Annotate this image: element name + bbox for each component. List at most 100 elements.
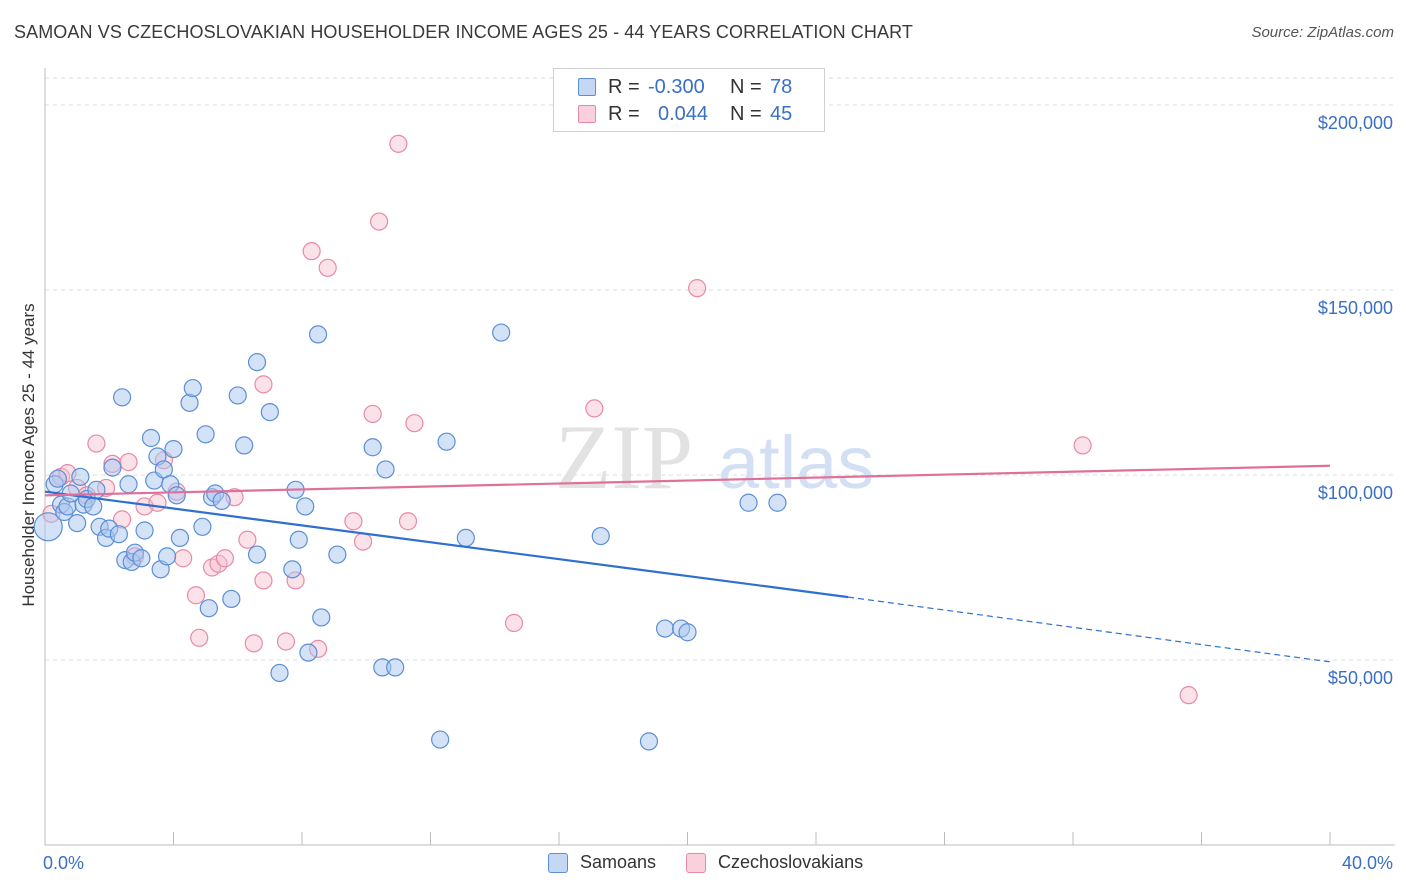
czechoslovakian-point [389,134,408,153]
samoan-point [135,521,154,540]
axes [44,68,1395,846]
czechoslovakian-point [1073,436,1092,455]
samoan-point [119,475,138,494]
czechoslovakian-point [190,628,209,647]
series-label-czechoslovakians: Czechoslovakians [718,852,864,872]
czechoslovakian-point [318,258,337,277]
y-tick-label: $200,000 [1318,113,1393,133]
samoan-point [71,467,90,486]
series-legend-czechoslovakians: Czechoslovakians [686,852,863,873]
y-tick-label: $150,000 [1318,298,1393,318]
samoan-point [431,730,450,749]
czechoslovakian-point [254,571,273,590]
czechoslovakian-point [276,632,296,651]
samoan-point [33,512,63,542]
samoan-point [228,386,247,405]
samoan-point [103,458,122,477]
samoan-point [141,428,161,448]
czechoslovakian-point [244,634,263,653]
samoan-point [199,599,218,618]
samoan-point [222,589,241,609]
samoan-point [48,469,67,488]
samoan-point [437,432,456,451]
czechoslovakian-point [119,452,138,472]
samoan-point [283,560,302,579]
czechoslovakian-point [344,512,363,531]
legend-r-label: R = [608,75,640,98]
legend-row-samoans: R = -0.300 N = 78 [578,76,792,98]
samoan-point [376,460,395,479]
samoan-point [299,643,318,662]
samoan-point [739,493,758,512]
legend-swatch-samoans [578,78,596,96]
series-label-samoans: Samoans [580,852,657,872]
samoan-point [212,491,231,510]
czechoslovakian-point [1179,686,1198,705]
correlation-legend: R = -0.300 N = 78 R = 0.044 N = 45 [553,68,825,132]
samoan-point [308,325,328,344]
samoan-point [167,486,186,505]
samoan-point [456,528,475,548]
y-tick-label: $50,000 [1328,668,1393,688]
czechoslovakian-point [504,613,524,633]
chart-source: Source: ZipAtlas.com [1251,24,1394,41]
legend-swatch-czechoslovakians [578,105,596,123]
samoan-point [132,549,151,568]
samoan-point [260,403,279,422]
samoan-point [363,438,382,457]
czechoslovakian-point [174,549,193,568]
czechoslovakian-trend-line [44,464,1331,497]
samoan-point [289,530,308,549]
samoan-point [591,526,610,546]
samoan-point [112,388,132,407]
samoan-point [164,440,183,459]
samoan-point [247,353,267,372]
czechoslovakian-point [254,375,273,394]
samoan-point [180,393,199,412]
czechoslovakian-point [585,399,604,418]
samoan-point [196,425,215,444]
samoan-point [639,732,659,751]
samoan-point [312,608,331,627]
legend-n-value: 45 [770,102,793,125]
samoan-point [109,525,128,544]
czechoslovakian-point [398,512,418,531]
czechoslovakian-point [353,532,373,551]
samoan-point [270,663,289,683]
samoan-point [678,623,697,642]
czechoslovakian-point [302,242,321,261]
czechoslovakian-point [688,279,707,298]
legend-n-label: N = [730,102,762,125]
samoan-point [492,323,511,342]
legend-r-value: -0.300 [648,75,705,98]
samoan-point [296,497,315,516]
czechoslovakian-point [186,586,206,605]
legend-r-value: 0.044 [658,102,709,125]
czechoslovakian-point [405,414,424,433]
samoan-points [33,323,787,751]
samoan-point [170,528,190,548]
czechoslovakian-point [363,404,382,424]
chart-title: SAMOAN VS CZECHOSLOVAKIAN HOUSEHOLDER IN… [14,22,913,42]
x-tick-label-max: 40.0% [1342,853,1393,873]
x-axis-tick-labels: 0.0% 40.0% [43,853,1393,873]
legend-n-value: 78 [770,75,793,98]
x-tick-label-min: 0.0% [43,853,84,873]
samoan-point [68,513,87,533]
watermark-zip: ZIP [555,406,693,508]
trend-lines [44,464,1331,663]
legend-row-czechoslovakians: R = 0.044 N = 45 [578,103,792,125]
series-swatch-samoans [548,852,568,873]
czechoslovakian-point [238,530,257,549]
watermark: ZIP atlas [555,406,874,508]
samoan-point [183,378,202,398]
y-axis-title: Householder Income Ages 25 - 44 years [19,303,38,606]
samoan-point [235,436,254,455]
czechoslovakian-point [148,493,167,512]
samoan-point [87,480,106,499]
samoan-point [157,547,177,566]
legend-n-label: N = [730,75,762,98]
samoan-point [193,517,212,536]
czechoslovakian-point [215,549,234,568]
